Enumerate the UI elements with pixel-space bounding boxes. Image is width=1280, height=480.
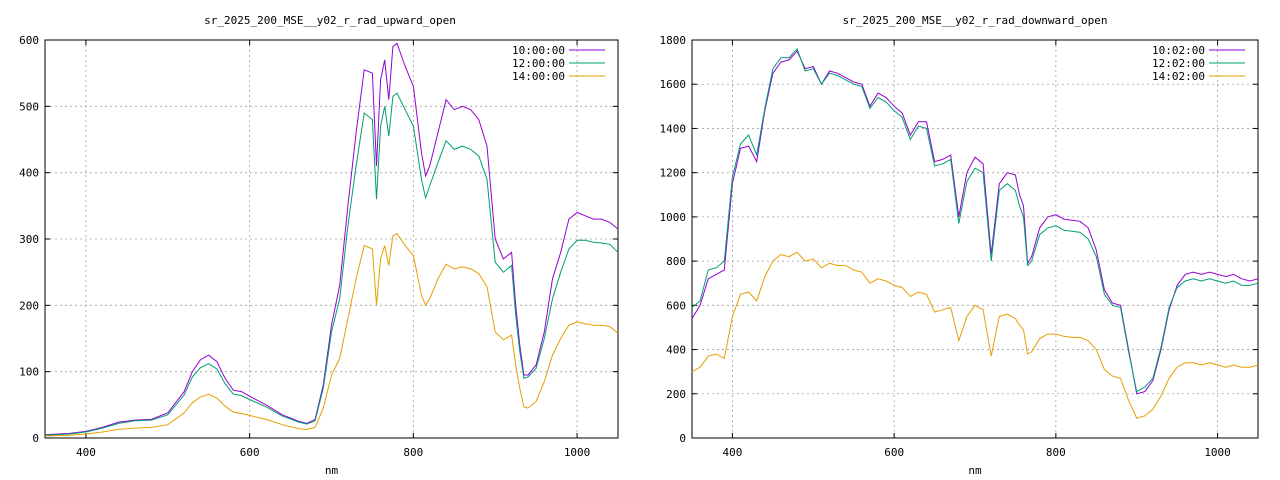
y-tick-label: 400 [19, 167, 39, 180]
x-tick-label: 400 [722, 446, 742, 459]
y-tick-label: 200 [666, 388, 686, 401]
y-tick-label: 500 [19, 100, 39, 113]
y-tick-label: 1800 [660, 34, 687, 47]
legend-label: 12:02:00 [1152, 57, 1205, 70]
legend-label: 12:00:00 [512, 57, 565, 70]
x-tick-label: 800 [403, 446, 423, 459]
x-tick-label: 1000 [564, 446, 591, 459]
y-tick-label: 1000 [660, 211, 687, 224]
y-tick-label: 1400 [660, 122, 687, 135]
series-line [691, 50, 1259, 395]
y-tick-label: 200 [19, 299, 39, 312]
upward-chart: 0 100 200 300 400 500 600 400 600 800 1000 sr_2025_… [19, 14, 619, 477]
y-tick-label: 800 [666, 255, 686, 268]
x-tick-label: 600 [884, 446, 904, 459]
y-tick-label: 1200 [660, 167, 687, 180]
downward-chart: 0 200 400 600 800 1000 1200 1400 1600 1800 400 600 8… [660, 14, 1259, 477]
y-tick-label: 300 [19, 233, 39, 246]
x-tick-label: 400 [76, 446, 96, 459]
chart-title: sr_2025_200_MSE__y02_r_rad_upward_open [204, 14, 456, 27]
x-axis-label: nm [325, 464, 339, 477]
y-tick-label: 600 [19, 34, 39, 47]
y-tick-label: 400 [666, 344, 686, 357]
x-axis-label: nm [968, 464, 982, 477]
x-tick-label: 600 [240, 446, 260, 459]
y-tick-label: 0 [32, 432, 39, 445]
series-line [44, 42, 619, 436]
chart-title: sr_2025_200_MSE__y02_r_rad_downward_open [843, 14, 1108, 27]
legend-label: 10:00:00 [512, 44, 565, 57]
series-line [44, 233, 619, 437]
legend-label: 14:02:00 [1152, 70, 1205, 83]
y-tick-label: 600 [666, 299, 686, 312]
x-tick-label: 800 [1046, 446, 1066, 459]
legend-label: 10:02:00 [1152, 44, 1205, 57]
series-line [691, 47, 1259, 393]
plot-frame [691, 39, 1259, 439]
series-line [44, 92, 619, 436]
y-tick-label: 100 [19, 366, 39, 379]
y-tick-label: 1600 [660, 78, 687, 91]
series-line [691, 251, 1259, 419]
legend-label: 14:00:00 [512, 70, 565, 83]
y-tick-label: 0 [679, 432, 686, 445]
x-tick-label: 1000 [1204, 446, 1231, 459]
